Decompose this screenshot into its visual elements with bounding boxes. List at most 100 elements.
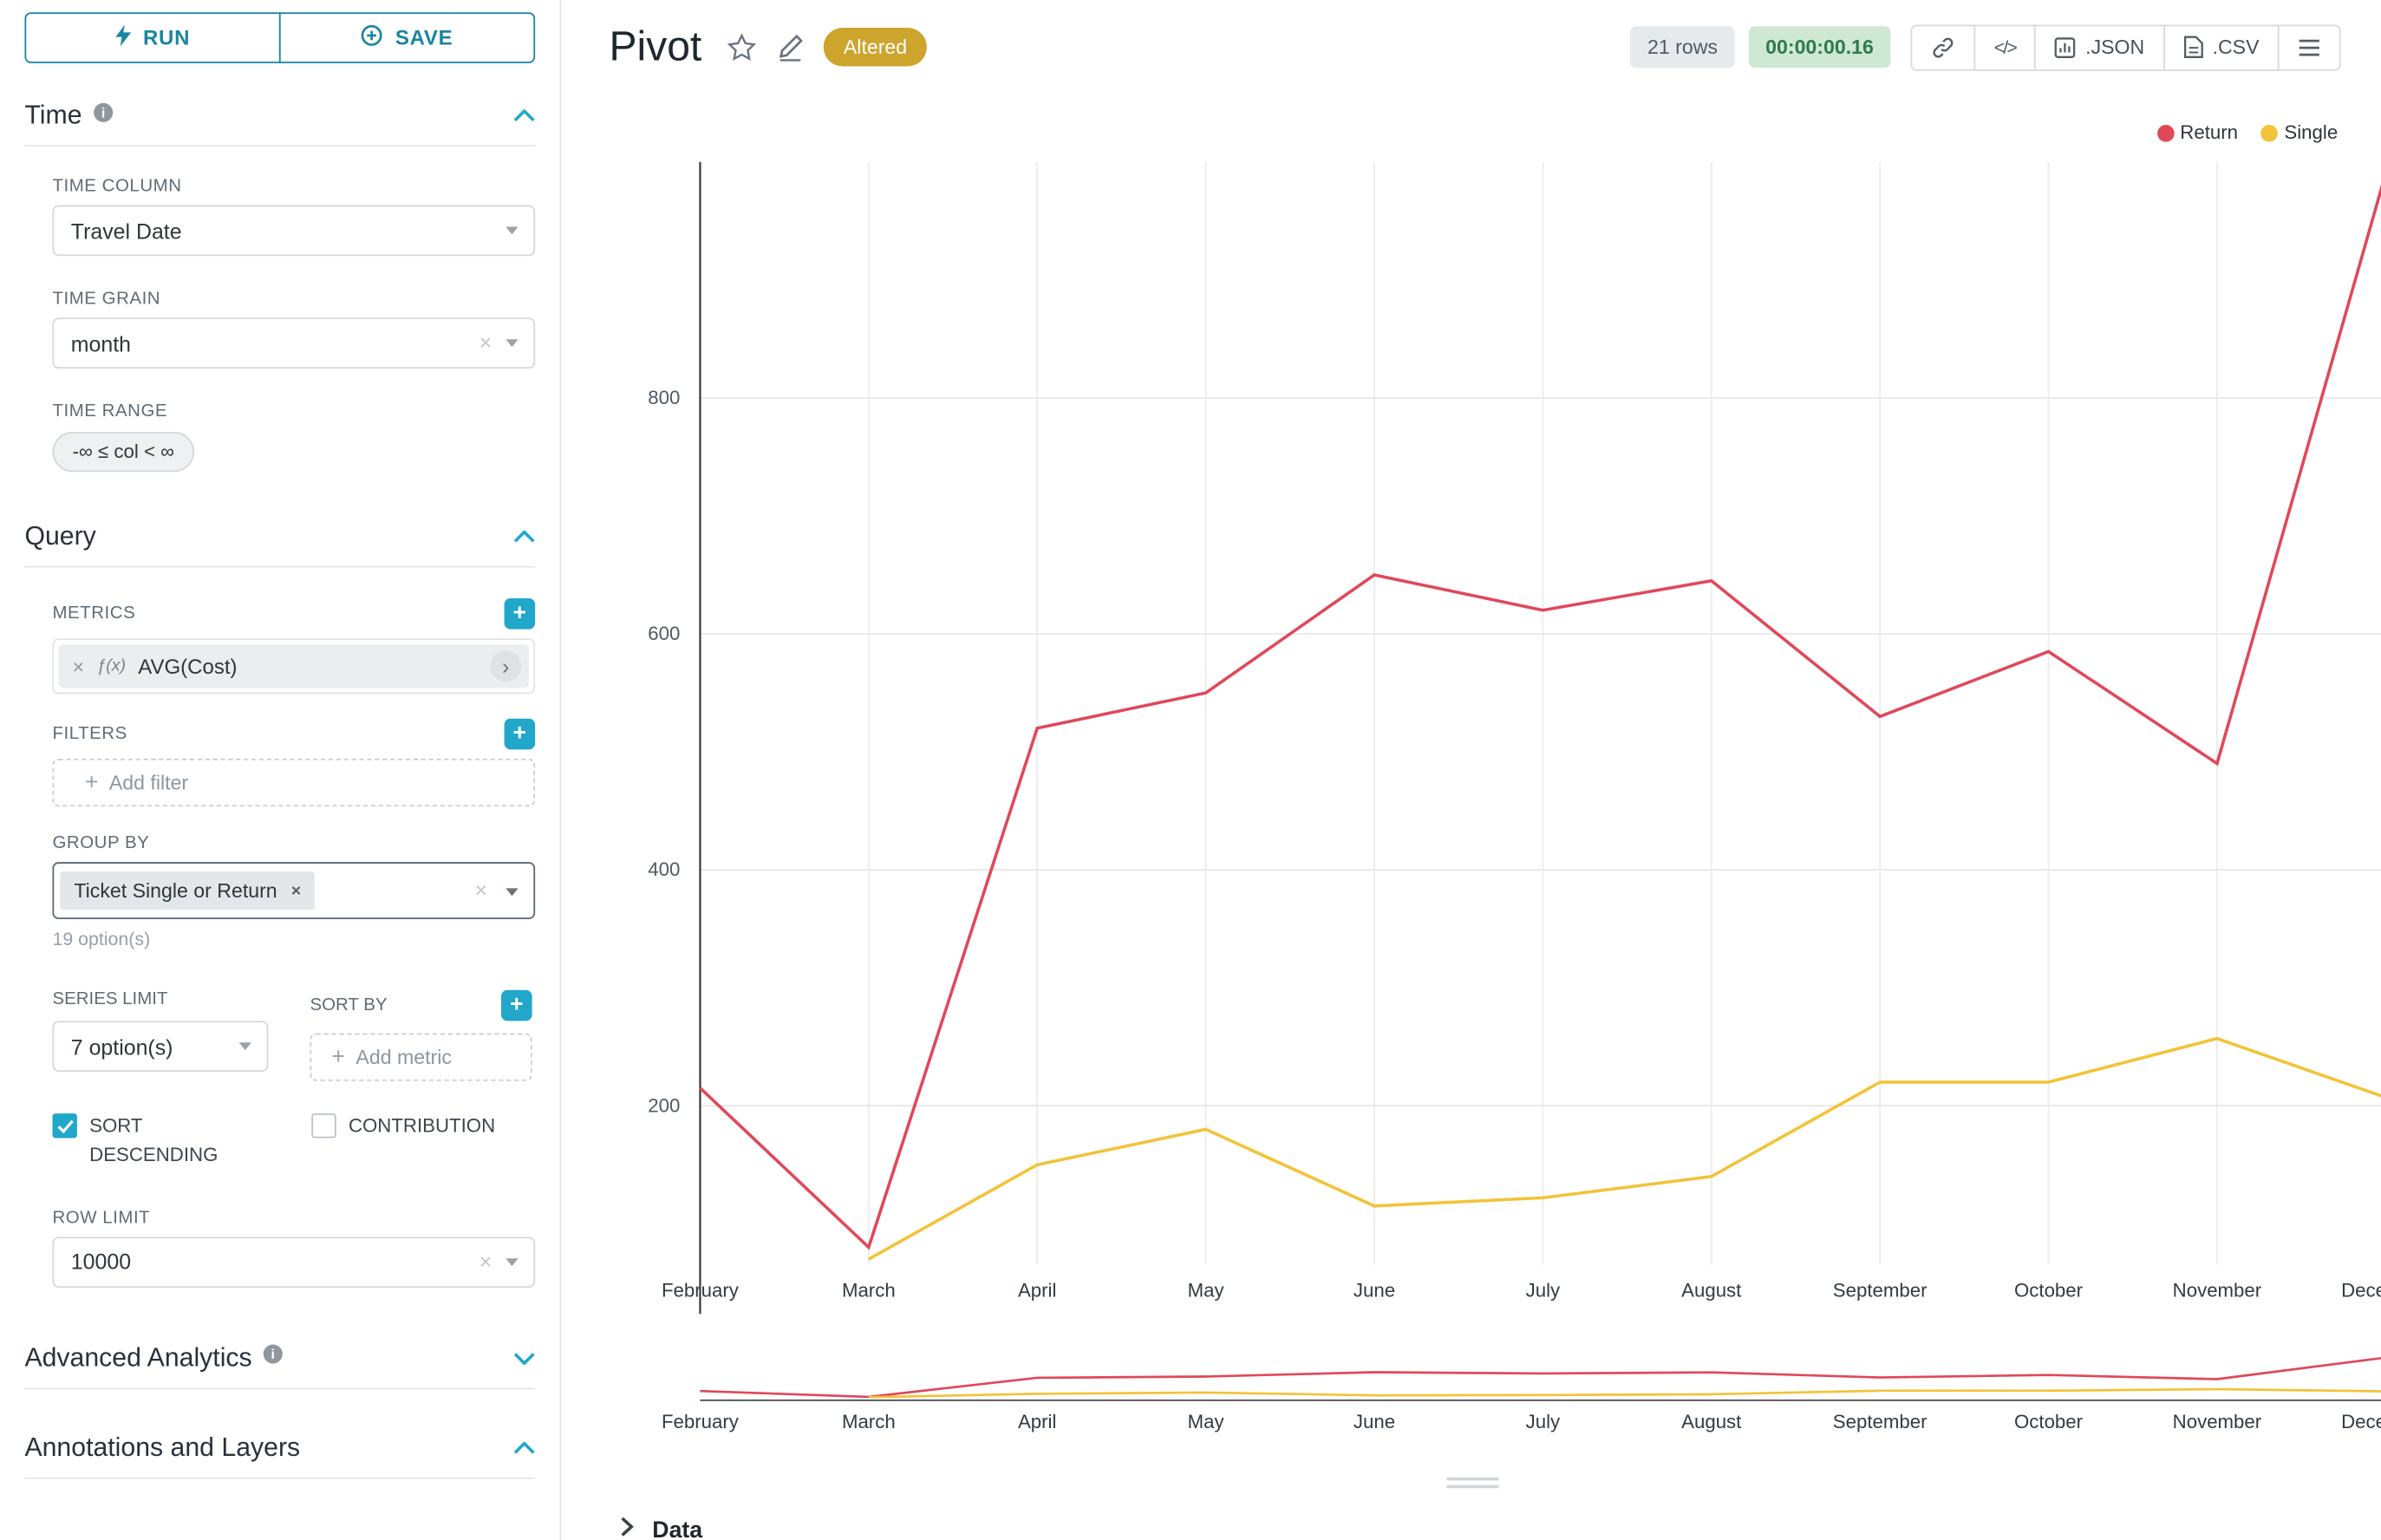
time-range-label: TIME RANGE [52,402,168,421]
svg-text:April: April [1018,1280,1056,1302]
chevron-up-icon[interactable] [513,1434,535,1462]
svg-text:February: February [662,1280,740,1302]
time-grain-select[interactable]: month × [52,317,536,369]
plus-circle-icon [362,24,383,50]
series-limit-label: SERIES LIMIT [52,989,168,1009]
chart-header: Pivot Altered 21 rows 00:00:00.16 </> [563,0,2381,83]
legend-item[interactable]: Return [2156,122,2238,143]
svg-text:November: November [2173,1280,2262,1302]
fx-icon: ƒ(x) [96,656,127,675]
save-label: SAVE [395,26,453,49]
svg-text:August: August [1681,1280,1742,1302]
copy-link-button[interactable] [1910,23,1976,70]
favorite-star-icon[interactable] [727,31,758,62]
svg-text:October: October [2014,1411,2084,1432]
chart-title: Pivot [609,23,702,70]
chevron-down-icon [506,1257,519,1266]
group-by-chip[interactable]: Ticket Single or Return × [60,871,316,910]
info-icon: i [263,1344,284,1374]
chevron-right-icon[interactable]: › [490,650,522,682]
add-filter-box[interactable]: + Add filter [52,759,536,807]
data-panel-toggle[interactable]: Data [620,1516,702,1540]
time-grain-value: month [70,330,132,356]
save-button[interactable]: SAVE [278,12,536,63]
annotations-header[interactable]: Annotations and Layers [24,1432,536,1479]
contribution-label: CONTRIBUTION [348,1114,496,1137]
row-limit-select[interactable]: 10000 × [52,1236,536,1288]
time-column-label: TIME COLUMN [52,177,182,196]
advanced-analytics-header[interactable]: Advanced Analytics i [24,1342,536,1389]
group-by-options-hint: 19 option(s) [52,928,151,950]
svg-text:August: August [1681,1411,1742,1432]
add-metric-placeholder: Add metric [356,1045,452,1069]
altered-badge[interactable]: Altered [823,28,928,67]
row-limit-label: ROW LIMIT [52,1208,151,1228]
chart-legend: Return Single [2156,122,2338,143]
chevron-up-icon[interactable] [513,523,535,551]
time-section-title: Time [24,100,82,130]
add-metric-plus-button[interactable]: + [504,598,536,630]
svg-text:July: July [1526,1280,1561,1302]
time-range-pill[interactable]: -∞ ≤ col < ∞ [52,431,195,473]
legend-dot [2260,124,2279,141]
add-filter-plus-button[interactable]: + [504,718,536,750]
embed-code-button[interactable]: </> [1973,23,2037,70]
time-range-value: -∞ ≤ col < ∞ [72,440,174,463]
filters-label: FILTERS [52,724,127,744]
chevron-down-icon [506,226,519,235]
contribution-checkbox[interactable] [311,1113,336,1139]
link-icon [1933,36,1954,57]
query-timer: 00:00:00.16 [1748,26,1891,69]
svg-text:April: April [1018,1411,1056,1432]
hamburger-menu-icon [2299,38,2319,55]
svg-text:May: May [1188,1280,1225,1302]
svg-text:March: March [842,1411,896,1432]
group-by-label: GROUP BY [52,834,150,853]
clear-icon[interactable]: × [479,1249,493,1274]
query-section-header[interactable]: Query [24,521,536,568]
svg-text:400: 400 [648,858,680,880]
chevron-down-icon[interactable] [513,1344,535,1372]
more-menu-button[interactable] [2277,23,2341,70]
svg-text:600: 600 [648,623,680,644]
add-sort-metric-plus-button[interactable]: + [501,989,532,1021]
json-file-icon [2055,36,2076,58]
clear-icon[interactable]: × [479,330,493,356]
export-csv-button[interactable]: .CSV [2162,23,2280,70]
plus-icon: + [84,769,99,796]
group-by-select[interactable]: Ticket Single or Return × × [52,862,536,919]
svg-text:200: 200 [648,1094,680,1116]
metric-item[interactable]: × ƒ(x) AVG(Cost) › [52,638,536,695]
row-limit-value: 10000 [70,1250,132,1275]
run-button[interactable]: RUN [24,12,281,63]
svg-text:June: June [1354,1411,1395,1432]
run-label: RUN [142,26,191,49]
remove-chip-icon[interactable]: × [290,881,302,900]
row-count-badge: 21 rows [1630,26,1735,69]
chevron-down-icon [506,339,519,348]
sort-descending-checkbox[interactable] [52,1113,77,1139]
plus-icon: + [331,1044,345,1071]
svg-text:September: September [1833,1411,1928,1432]
data-panel-title: Data [652,1517,703,1540]
code-icon: </> [1993,36,2018,58]
svg-text:March: March [842,1280,896,1302]
edit-pencil-icon[interactable] [776,32,806,62]
metrics-label: METRICS [52,604,136,623]
svg-text:i: i [271,1348,275,1363]
remove-metric-icon[interactable]: × [72,654,85,678]
clear-icon[interactable]: × [474,877,488,903]
time-section-header[interactable]: Time i [24,100,536,147]
add-sort-metric-box[interactable]: + Add metric [310,1033,532,1081]
legend-item[interactable]: Single [2260,122,2338,143]
series-limit-select[interactable]: 7 option(s) [52,1021,269,1073]
run-save-group: RUN SAVE [24,12,536,63]
resize-handle[interactable] [1445,1472,1498,1492]
time-column-select[interactable]: Travel Date [52,205,536,257]
advanced-analytics-title: Advanced Analytics [24,1342,252,1373]
chevron-up-icon[interactable] [513,101,535,129]
export-json-button[interactable]: .JSON [2034,23,2165,70]
line-chart[interactable]: 200 400 600 800 February March April May June Jul… [563,154,2381,1446]
csv-file-icon [2183,36,2203,58]
series-limit-value: 7 option(s) [70,1034,173,1059]
